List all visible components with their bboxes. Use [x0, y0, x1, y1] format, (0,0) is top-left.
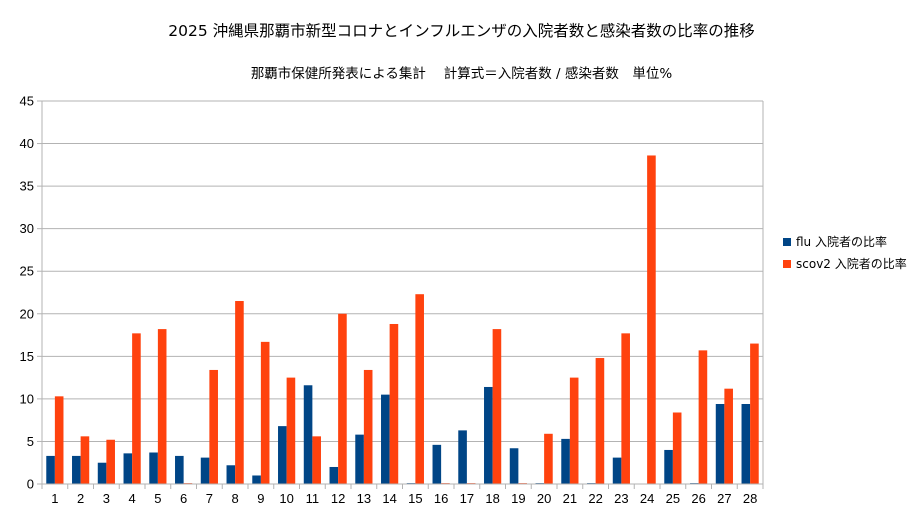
- x-tick-label: 12: [331, 491, 345, 506]
- chart-subtitle: 那覇市保健所発表による集計 計算式＝入院者数 / 感染者数 単位%: [250, 66, 673, 82]
- y-tick-label: 20: [20, 306, 34, 321]
- x-tick-label: 24: [640, 491, 654, 506]
- x-tick-label: 7: [206, 491, 213, 506]
- x-tick-label: 27: [717, 491, 731, 506]
- bar-flu: [303, 385, 313, 484]
- bar-scov2: [647, 155, 656, 484]
- x-tick-label: 26: [691, 491, 705, 506]
- x-tick-label: 21: [563, 491, 577, 506]
- bar-scov2: [724, 388, 733, 484]
- bar-scov2: [544, 433, 553, 484]
- x-tick-label: 9: [257, 491, 264, 506]
- bar-flu: [149, 452, 158, 484]
- bar-flu: [741, 403, 751, 484]
- bar-scov2: [750, 343, 759, 484]
- x-tick-label: 18: [485, 491, 499, 506]
- bar-scov2: [132, 333, 141, 484]
- bar-flu: [97, 462, 107, 484]
- bar-flu: [381, 394, 390, 484]
- bar-scov2: [415, 294, 424, 484]
- x-tick-label: 23: [614, 491, 628, 506]
- bar-scov2: [595, 358, 605, 484]
- x-axis-ticks: 1 2 3 4 5 6 7 8 9 10 11 12 13 14 15 16 17 18 19 20 21 22 23 24 2…: [41, 483, 764, 506]
- y-tick-label: 15: [20, 349, 34, 364]
- y-tick-label: 45: [20, 94, 34, 109]
- y-tick-label: 30: [20, 221, 34, 236]
- y-tick-label: 40: [20, 136, 34, 151]
- bar-flu: [561, 438, 570, 484]
- bar-scov2: [80, 436, 90, 484]
- bar-flu: [509, 448, 519, 484]
- legend: flu 入院者の比率 scov2 入院者の比率: [783, 234, 907, 271]
- bar-scov2: [312, 436, 321, 484]
- x-tick-label: 25: [666, 491, 680, 506]
- x-tick-label: 14: [382, 491, 396, 506]
- bar-flu: [612, 457, 622, 484]
- x-tick-label: 19: [511, 491, 525, 506]
- bar-flu: [175, 455, 184, 484]
- bar-flu: [226, 465, 236, 484]
- x-tick-label: 13: [357, 491, 371, 506]
- bar-scov2: [235, 301, 244, 484]
- x-tick-label: 2: [77, 491, 84, 506]
- bar-scov2: [389, 323, 399, 484]
- bar-scov2: [54, 396, 64, 484]
- bar-scov2: [492, 329, 502, 484]
- x-tick-label: 20: [537, 491, 551, 506]
- x-tick-label: 10: [279, 491, 293, 506]
- bar-scov2: [209, 369, 218, 484]
- bar-scov2: [106, 439, 115, 484]
- bar-scov2: [672, 412, 682, 484]
- y-tick-label: 5: [27, 434, 34, 449]
- bar-flu: [123, 453, 133, 484]
- bar-flu: [664, 449, 673, 484]
- y-tick-label: 25: [20, 264, 34, 279]
- bar-flu: [46, 455, 55, 484]
- legend-label: flu 入院者の比率: [796, 234, 887, 249]
- bar-scov2: [338, 313, 347, 484]
- chart-title: 2025 沖縄県那覇市新型コロナとインフルエンザの入院者数と感染者数の比率の推移: [168, 22, 755, 40]
- bar-flu: [355, 434, 364, 484]
- x-tick-label: 16: [434, 491, 448, 506]
- y-axis-ticks: 0 5 10 15 20 25 30 35 40 45: [20, 94, 34, 492]
- bar-flu: [458, 430, 467, 484]
- x-tick-label: 3: [103, 491, 110, 506]
- x-tick-label: 1: [51, 491, 58, 506]
- bar-flu: [72, 455, 81, 484]
- bar-scov2: [698, 350, 708, 484]
- x-tick-label: 8: [232, 491, 239, 506]
- bar-flu: [484, 386, 493, 484]
- legend-label: scov2 入院者の比率: [796, 256, 907, 271]
- legend-swatch: [783, 260, 791, 268]
- bars: [46, 155, 759, 484]
- bar-scov2: [363, 369, 373, 484]
- bar-flu: [252, 475, 261, 484]
- bar-scov2: [157, 329, 167, 484]
- bar-flu: [432, 444, 442, 484]
- y-tick-label: 10: [20, 391, 34, 406]
- bar-flu: [329, 466, 339, 484]
- x-tick-label: 28: [743, 491, 757, 506]
- x-tick-label: 15: [408, 491, 422, 506]
- x-tick-label: 17: [460, 491, 474, 506]
- y-tick-label: 0: [27, 477, 34, 492]
- bar-scov2: [569, 377, 579, 484]
- bar-scov2: [621, 333, 630, 484]
- y-tick-label: 35: [20, 179, 34, 194]
- bar-scov2: [286, 377, 296, 484]
- x-tick-label: 22: [588, 491, 602, 506]
- x-tick-label: 6: [180, 491, 187, 506]
- x-tick-label: 11: [306, 491, 320, 506]
- bar-flu: [278, 426, 287, 484]
- bar-scov2: [260, 341, 270, 484]
- bar-flu: [200, 457, 210, 484]
- x-tick-label: 5: [154, 491, 161, 506]
- legend-swatch: [783, 238, 791, 246]
- bar-flu: [715, 403, 725, 484]
- x-tick-label: 4: [129, 491, 136, 506]
